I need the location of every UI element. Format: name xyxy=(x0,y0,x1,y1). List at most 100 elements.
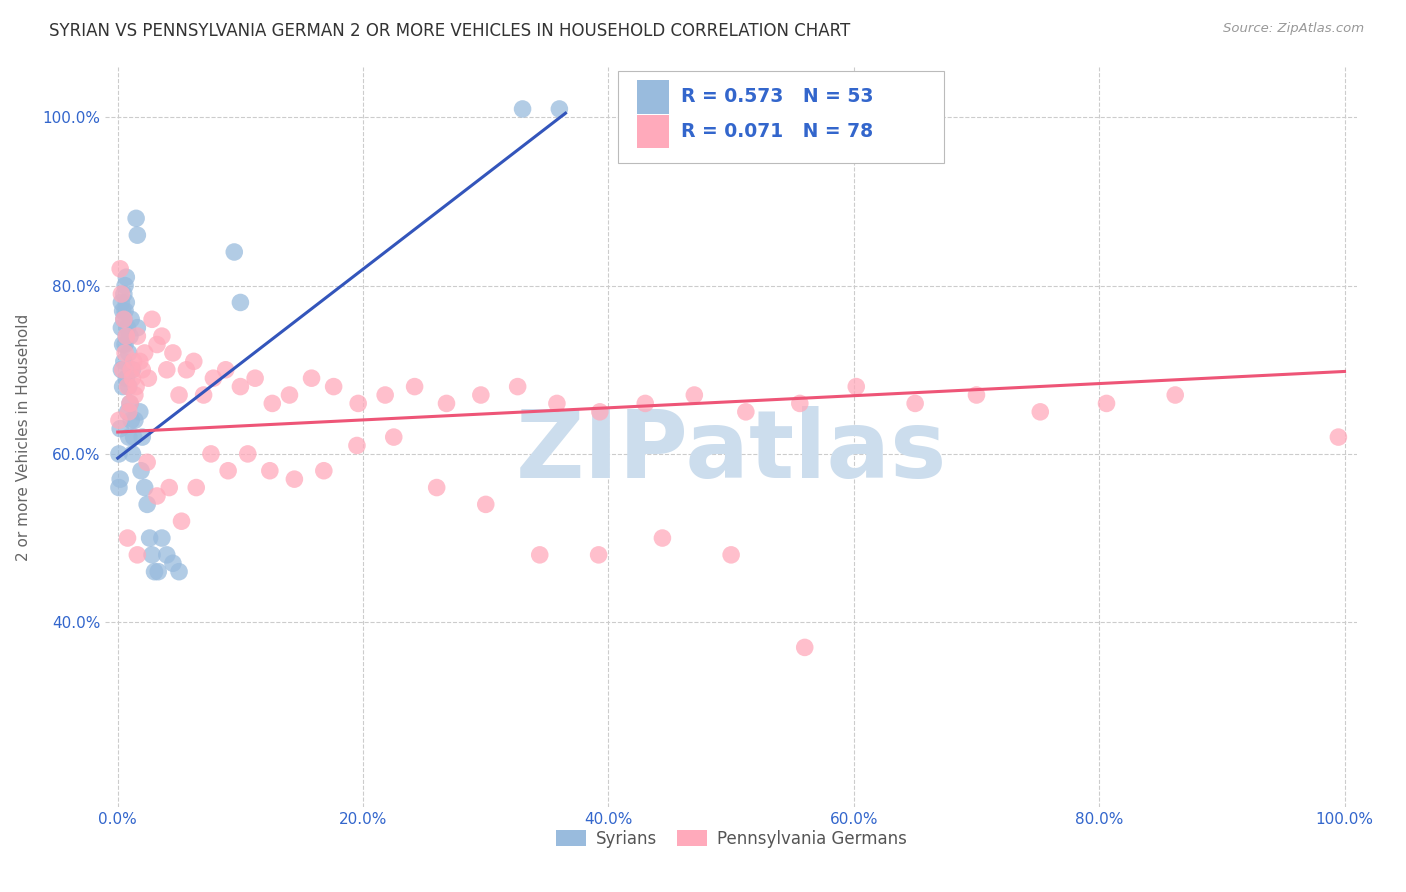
Point xyxy=(588,548,610,562)
Point xyxy=(170,514,193,528)
Point xyxy=(283,472,305,486)
Point xyxy=(121,363,143,377)
Point xyxy=(141,312,163,326)
Point xyxy=(134,346,156,360)
Point xyxy=(162,346,184,360)
Point xyxy=(124,413,146,427)
Point xyxy=(200,447,222,461)
Point xyxy=(217,464,239,478)
Point xyxy=(115,329,138,343)
Point xyxy=(127,228,149,243)
Point xyxy=(108,261,131,276)
Point xyxy=(136,455,159,469)
Point xyxy=(156,363,179,377)
Point xyxy=(120,413,142,427)
Point xyxy=(215,363,238,377)
Point xyxy=(845,379,868,393)
Point xyxy=(546,396,568,410)
Point xyxy=(176,363,198,377)
Point xyxy=(128,405,150,419)
Point xyxy=(634,396,657,410)
Point xyxy=(117,405,139,419)
Point xyxy=(150,531,173,545)
Point xyxy=(127,548,149,562)
Point xyxy=(183,354,205,368)
Point xyxy=(118,396,141,410)
Point xyxy=(720,548,742,562)
Point xyxy=(157,481,180,495)
Point xyxy=(108,422,131,436)
Point xyxy=(146,489,169,503)
Point xyxy=(124,388,146,402)
Point xyxy=(148,565,170,579)
Point xyxy=(436,396,458,410)
Point xyxy=(529,548,551,562)
Point xyxy=(426,481,449,495)
Point xyxy=(793,640,815,655)
Point xyxy=(118,379,141,393)
Point xyxy=(122,354,145,368)
Point xyxy=(125,211,148,226)
Point xyxy=(110,287,132,301)
Point xyxy=(301,371,323,385)
Text: R = 0.573   N = 53: R = 0.573 N = 53 xyxy=(681,87,873,106)
Point xyxy=(114,337,136,351)
Point xyxy=(162,556,184,570)
Point xyxy=(143,565,166,579)
Point xyxy=(186,481,208,495)
Point xyxy=(127,329,149,343)
Point xyxy=(904,396,927,410)
Point xyxy=(114,304,136,318)
Point xyxy=(120,363,142,377)
Point xyxy=(1164,388,1187,402)
Point xyxy=(110,363,132,377)
Point xyxy=(229,295,252,310)
Point xyxy=(966,388,988,402)
Point xyxy=(117,320,139,334)
Point xyxy=(506,379,529,393)
Point xyxy=(110,295,132,310)
Point xyxy=(117,379,139,393)
Point xyxy=(262,396,284,410)
Point xyxy=(128,354,150,368)
Point xyxy=(131,430,153,444)
Point xyxy=(229,379,252,393)
Point xyxy=(1029,405,1052,419)
Point xyxy=(117,531,139,545)
Point xyxy=(167,388,190,402)
Point xyxy=(114,278,136,293)
Point xyxy=(112,354,135,368)
Point xyxy=(129,464,152,478)
Point xyxy=(374,388,396,402)
Point xyxy=(111,337,134,351)
Point xyxy=(167,565,190,579)
Point xyxy=(193,388,215,402)
Point xyxy=(202,371,225,385)
Point xyxy=(548,102,571,116)
Point xyxy=(115,329,138,343)
Point xyxy=(108,413,131,427)
Point xyxy=(121,447,143,461)
Point xyxy=(156,548,179,562)
Point xyxy=(108,447,131,461)
Text: R = 0.071   N = 78: R = 0.071 N = 78 xyxy=(681,122,873,141)
Point xyxy=(111,379,134,393)
Text: ZIPatlas: ZIPatlas xyxy=(516,406,946,498)
Point xyxy=(118,430,141,444)
Point xyxy=(589,405,612,419)
Point xyxy=(115,371,138,385)
Point xyxy=(134,481,156,495)
Point xyxy=(138,371,160,385)
FancyBboxPatch shape xyxy=(637,115,669,148)
Point xyxy=(1327,430,1350,444)
Point xyxy=(512,102,534,116)
Point xyxy=(110,320,132,334)
Point xyxy=(111,304,134,318)
Point xyxy=(259,464,281,478)
Point xyxy=(112,287,135,301)
Point xyxy=(125,379,148,393)
Point xyxy=(118,329,141,343)
Point xyxy=(115,270,138,285)
FancyBboxPatch shape xyxy=(619,70,943,163)
Point xyxy=(224,244,246,259)
